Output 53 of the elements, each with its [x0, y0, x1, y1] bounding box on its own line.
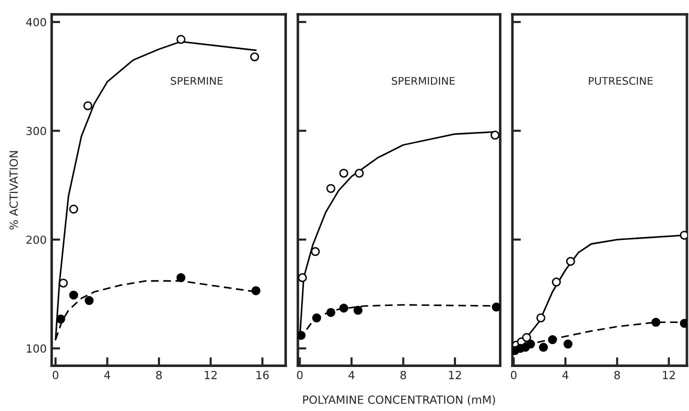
- x-tick-label: 16: [256, 370, 269, 380]
- point: [353, 306, 362, 315]
- point: [566, 256, 576, 266]
- point: [298, 330, 306, 340]
- x-tick-label: 12: [204, 370, 217, 380]
- point: [56, 314, 66, 324]
- y-tick-label: 100: [26, 344, 46, 353]
- point: [312, 313, 322, 322]
- y-axis-title: % ACTIVATION: [9, 151, 18, 230]
- y-tick-label: 300: [26, 126, 46, 136]
- x-tick-label: 4: [104, 370, 110, 380]
- point: [326, 184, 336, 193]
- point: [69, 290, 78, 300]
- point: [84, 296, 94, 306]
- point: [176, 273, 186, 282]
- x-axis-title: POLYAMINE CONCENTRATION (mM): [303, 395, 496, 406]
- point: [548, 335, 557, 344]
- point: [522, 333, 532, 342]
- x-tick-label: 0: [297, 370, 303, 380]
- point: [176, 34, 186, 44]
- x-tick-label: 4: [348, 370, 354, 380]
- point: [298, 273, 307, 282]
- x-tick-label: 8: [156, 370, 162, 380]
- point: [354, 168, 364, 178]
- y-tick-label: 200: [26, 236, 46, 244]
- point: [310, 247, 320, 256]
- x-tick-label: 12: [449, 370, 461, 380]
- point: [339, 304, 348, 313]
- point: [538, 342, 548, 352]
- point: [326, 308, 336, 317]
- point: [536, 313, 546, 322]
- point: [492, 302, 500, 312]
- y-tick-label: 400: [26, 18, 46, 26]
- annotation: SPERMIDINE: [392, 76, 455, 85]
- x-tick-label: 0: [52, 370, 58, 380]
- annotation: PUTRESCINE: [588, 76, 653, 85]
- point: [651, 318, 660, 327]
- x-tick-label: 4: [562, 370, 568, 380]
- point: [552, 278, 561, 287]
- point: [250, 52, 260, 62]
- point: [69, 204, 78, 214]
- point: [490, 130, 500, 140]
- x-tick-label: 12: [662, 370, 675, 380]
- x-tick-label: 0: [510, 370, 516, 380]
- point: [564, 340, 572, 349]
- point: [83, 101, 92, 110]
- x-tick-label: 8: [400, 370, 406, 380]
- point: [526, 340, 536, 349]
- point: [58, 278, 68, 288]
- point: [251, 286, 260, 296]
- annotation: SPERMINE: [170, 76, 223, 85]
- x-tick-label: 8: [614, 370, 620, 380]
- point: [339, 168, 348, 178]
